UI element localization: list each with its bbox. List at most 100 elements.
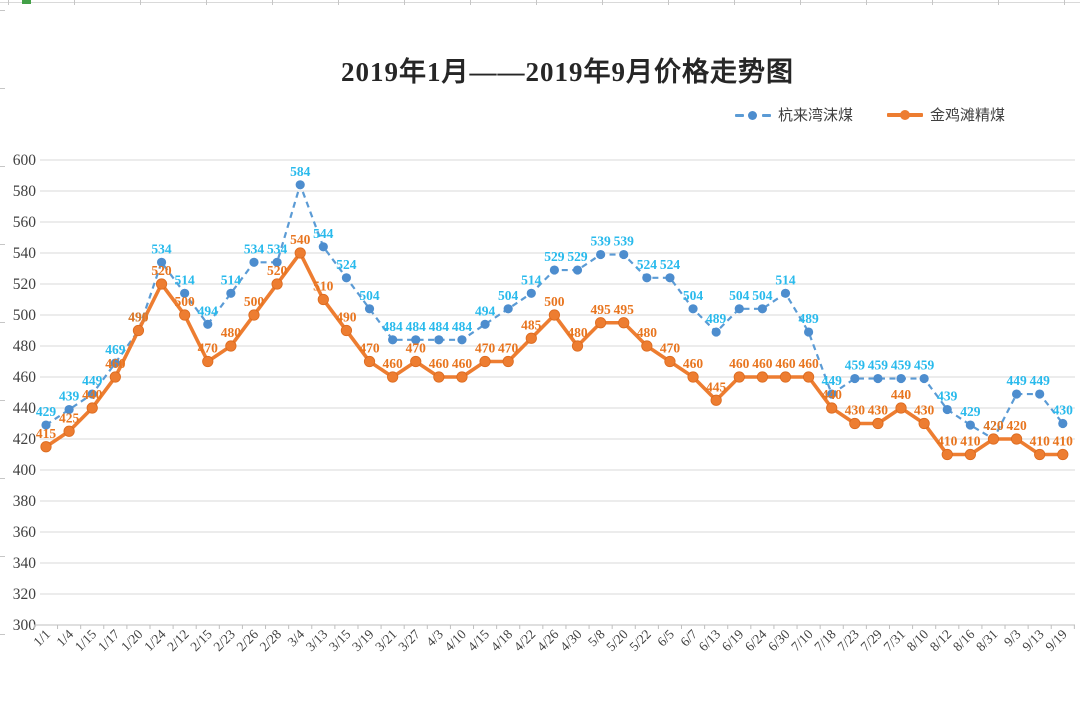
data-point-hanglaiwan xyxy=(919,373,929,384)
data-point-jinjitan xyxy=(502,355,514,368)
data-point-jinjitan xyxy=(941,448,953,461)
data-point-jinjitan xyxy=(756,371,768,383)
data-point-jinjitan xyxy=(132,324,145,337)
data-point-hanglaiwan xyxy=(734,304,744,314)
data-point-hanglaiwan xyxy=(757,304,767,314)
y-axis-tick-label: 540 xyxy=(13,245,37,262)
edge-tick xyxy=(668,0,669,5)
data-point-hanglaiwan xyxy=(203,319,213,329)
data-label-hanglaiwan: 489 xyxy=(798,311,819,326)
x-axis-tick-label: 5/20 xyxy=(603,626,631,654)
edge-tick xyxy=(734,0,735,5)
edge-tick xyxy=(602,0,603,5)
edge-tick xyxy=(0,556,5,557)
data-label-hanglaiwan: 504 xyxy=(498,288,519,303)
data-point-jinjitan xyxy=(872,417,884,430)
data-point-hanglaiwan xyxy=(711,327,721,337)
x-axis-tick-label: 3/13 xyxy=(303,626,331,654)
x-axis-tick-label: 7/29 xyxy=(857,626,885,654)
edge-tick xyxy=(74,0,75,5)
data-point-jinjitan xyxy=(86,402,98,414)
edge-tick xyxy=(800,0,801,5)
data-label-hanglaiwan: 494 xyxy=(198,303,219,318)
x-axis-tick-label: 1/15 xyxy=(72,626,100,654)
data-point-jinjitan xyxy=(202,355,214,368)
data-point-hanglaiwan xyxy=(526,288,536,298)
data-label-hanglaiwan: 430 xyxy=(1053,403,1074,418)
edge-tick xyxy=(0,400,5,401)
data-point-hanglaiwan xyxy=(1058,418,1068,429)
x-axis-tick-label: 8/12 xyxy=(927,627,955,655)
data-label-hanglaiwan: 584 xyxy=(290,164,311,179)
y-axis-tick-label: 360 xyxy=(13,524,37,541)
data-point-jinjitan xyxy=(802,371,815,383)
data-label-jinjitan: 520 xyxy=(267,263,288,278)
chart-title: 2019年1月——2019年9月价格走势图 xyxy=(341,57,794,87)
legend: 杭来湾沫煤 金鸡滩精煤 xyxy=(735,104,1005,125)
data-label-hanglaiwan: 449 xyxy=(1030,373,1051,388)
x-axis-tick-label: 3/15 xyxy=(326,626,354,654)
data-label-hanglaiwan: 539 xyxy=(590,234,611,249)
data-point-hanglaiwan xyxy=(965,420,975,430)
x-axis-tick-label: 4/10 xyxy=(441,626,469,654)
data-label-jinjitan: 415 xyxy=(36,426,57,441)
data-point-jinjitan xyxy=(317,293,329,306)
data-label-jinjitan: 500 xyxy=(544,294,565,309)
y-axis-tick-label: 380 xyxy=(13,493,37,510)
data-label-jinjitan: 460 xyxy=(729,356,750,371)
y-axis-tick-label: 300 xyxy=(13,617,37,634)
data-label-jinjitan: 490 xyxy=(336,310,357,325)
data-point-jinjitan xyxy=(248,309,260,321)
data-point-jinjitan xyxy=(918,417,930,430)
data-label-jinjitan: 470 xyxy=(660,341,681,356)
data-point-hanglaiwan xyxy=(619,249,629,260)
edge-tick xyxy=(0,10,5,11)
data-label-hanglaiwan: 539 xyxy=(614,234,635,249)
data-label-hanglaiwan: 439 xyxy=(59,389,80,404)
data-label-jinjitan: 470 xyxy=(406,341,427,356)
data-point-hanglaiwan xyxy=(896,373,906,384)
y-axis-tick-label: 560 xyxy=(13,214,37,231)
x-axis-tick-label: 6/19 xyxy=(719,626,747,654)
data-point-jinjitan xyxy=(1034,448,1046,461)
y-axis-tick-label: 500 xyxy=(13,307,37,324)
data-point-jinjitan xyxy=(155,278,168,290)
data-label-hanglaiwan: 494 xyxy=(475,303,496,318)
data-point-jinjitan xyxy=(525,332,537,344)
data-point-hanglaiwan xyxy=(249,257,259,267)
x-axis-tick-label: 2/26 xyxy=(234,626,262,654)
x-axis-tick-label: 2/23 xyxy=(210,626,238,654)
data-label-hanglaiwan: 439 xyxy=(937,389,958,404)
data-label-jinjitan: 500 xyxy=(175,294,196,309)
edge-tick xyxy=(0,478,5,479)
data-point-hanglaiwan xyxy=(64,404,74,415)
data-label-jinjitan: 445 xyxy=(706,379,727,394)
x-axis-tick-label: 1/24 xyxy=(141,626,169,654)
data-label-jinjitan: 495 xyxy=(614,302,635,317)
data-point-hanglaiwan xyxy=(642,273,652,283)
data-point-jinjitan xyxy=(179,309,191,321)
data-label-jinjitan: 495 xyxy=(590,302,611,317)
data-label-jinjitan: 410 xyxy=(1053,434,1074,449)
data-label-hanglaiwan: 484 xyxy=(429,319,450,334)
data-point-jinjitan xyxy=(63,425,75,437)
data-point-jinjitan xyxy=(410,355,422,368)
data-label-jinjitan: 420 xyxy=(1006,418,1027,433)
data-point-hanglaiwan xyxy=(804,327,814,337)
data-point-jinjitan xyxy=(641,340,653,352)
x-axis-tick-label: 9/13 xyxy=(1019,626,1047,654)
data-point-hanglaiwan xyxy=(318,242,328,252)
data-point-hanglaiwan xyxy=(226,288,236,298)
y-axis-tick-label: 420 xyxy=(13,431,37,448)
data-point-hanglaiwan xyxy=(503,304,513,314)
data-point-jinjitan xyxy=(548,309,561,321)
data-label-jinjitan: 485 xyxy=(521,317,542,332)
data-label-hanglaiwan: 514 xyxy=(221,272,242,287)
y-axis-tick-label: 520 xyxy=(13,276,37,293)
edge-tick xyxy=(0,634,5,635)
legend-item-hanglaiwan: 杭来湾沫煤 xyxy=(735,104,853,125)
top-edge-line xyxy=(0,2,1080,3)
data-label-jinjitan: 520 xyxy=(151,263,172,278)
data-point-jinjitan xyxy=(826,402,838,414)
